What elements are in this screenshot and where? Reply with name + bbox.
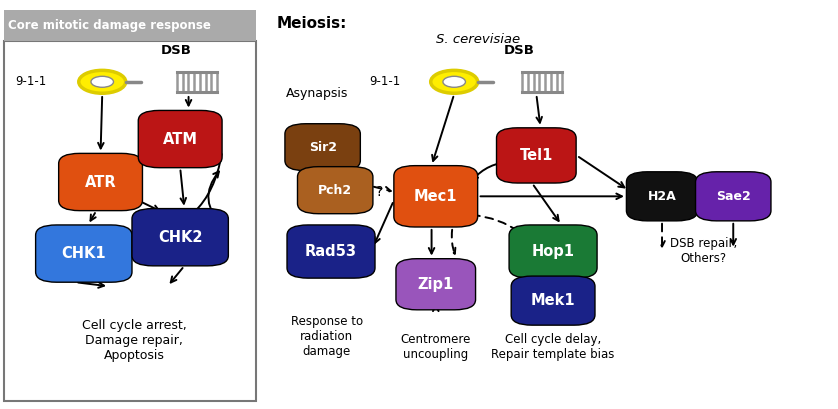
Text: 9-1-1: 9-1-1 xyxy=(15,75,46,88)
Text: 9-1-1: 9-1-1 xyxy=(370,75,401,88)
Text: Zip1: Zip1 xyxy=(417,277,454,292)
Text: H2A: H2A xyxy=(648,190,676,203)
Text: Pch2: Pch2 xyxy=(318,184,352,197)
Circle shape xyxy=(443,76,465,87)
Text: Cell cycle arrest,
Damage repair,
Apoptosis: Cell cycle arrest, Damage repair, Apopto… xyxy=(82,319,186,362)
Text: Centromere
uncoupling: Centromere uncoupling xyxy=(401,333,471,361)
FancyBboxPatch shape xyxy=(511,276,595,325)
Text: CHK1: CHK1 xyxy=(61,246,106,261)
Text: Sae2: Sae2 xyxy=(716,190,751,203)
Text: ATR: ATR xyxy=(85,175,116,189)
Text: CHK2: CHK2 xyxy=(158,230,203,245)
Text: DSB repair,
Others?: DSB repair, Others? xyxy=(670,237,737,265)
Circle shape xyxy=(91,76,113,87)
FancyBboxPatch shape xyxy=(138,110,222,168)
Text: Asynapsis: Asynapsis xyxy=(286,87,348,100)
FancyBboxPatch shape xyxy=(510,225,597,278)
FancyBboxPatch shape xyxy=(394,166,478,227)
Text: Mek1: Mek1 xyxy=(530,293,576,308)
FancyBboxPatch shape xyxy=(627,172,697,221)
FancyBboxPatch shape xyxy=(4,10,256,41)
FancyBboxPatch shape xyxy=(297,167,373,213)
Text: S. cerevisiae: S. cerevisiae xyxy=(436,33,520,46)
Circle shape xyxy=(79,70,126,93)
Text: Core mitotic damage response: Core mitotic damage response xyxy=(8,19,211,32)
Text: Cell cycle delay,
Repair template bias: Cell cycle delay, Repair template bias xyxy=(491,333,615,361)
Text: Response to
radiation
damage: Response to radiation damage xyxy=(291,315,363,358)
FancyBboxPatch shape xyxy=(696,172,771,221)
FancyBboxPatch shape xyxy=(36,225,132,282)
Text: Hop1: Hop1 xyxy=(531,244,575,259)
FancyBboxPatch shape xyxy=(285,124,360,171)
Text: Rad53: Rad53 xyxy=(305,244,357,259)
Text: Sir2: Sir2 xyxy=(308,141,337,154)
FancyBboxPatch shape xyxy=(4,41,256,401)
Text: DSB: DSB xyxy=(161,44,191,57)
FancyBboxPatch shape xyxy=(496,128,577,183)
Circle shape xyxy=(431,70,478,93)
Text: Meiosis:: Meiosis: xyxy=(277,16,347,31)
Text: Mec1: Mec1 xyxy=(414,189,458,204)
FancyBboxPatch shape xyxy=(132,209,228,266)
FancyBboxPatch shape xyxy=(396,259,476,310)
Text: ATM: ATM xyxy=(163,132,198,146)
Text: Tel1: Tel1 xyxy=(520,148,553,163)
FancyBboxPatch shape xyxy=(287,225,375,278)
Text: DSB: DSB xyxy=(504,44,535,57)
Text: ?: ? xyxy=(376,185,383,199)
FancyBboxPatch shape xyxy=(59,153,142,211)
